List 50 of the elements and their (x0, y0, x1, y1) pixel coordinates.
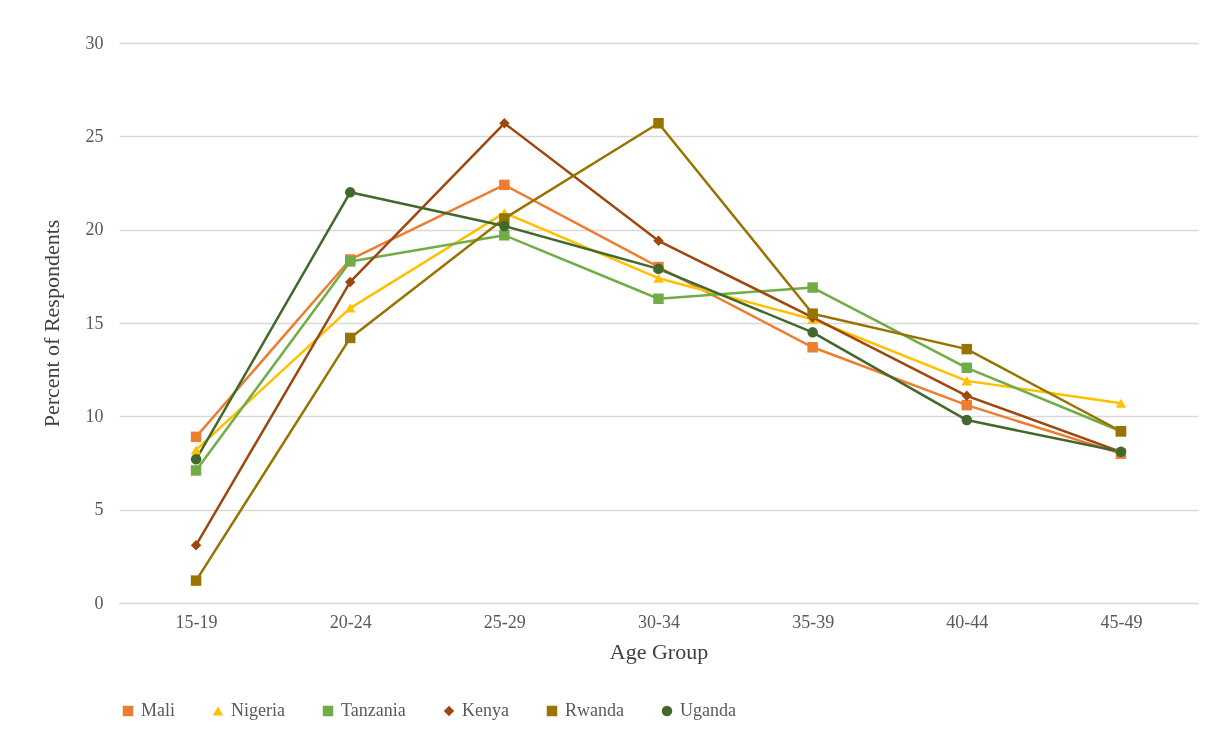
point (499, 220, 510, 232)
point (653, 235, 664, 247)
point (190, 539, 202, 551)
point (1115, 398, 1127, 408)
legend-label: Rwanda (565, 700, 624, 720)
x-tick-label: 20-24 (329, 611, 372, 632)
point (961, 399, 973, 411)
point (190, 454, 202, 465)
point (190, 445, 202, 455)
legend-label: Tanzania (341, 700, 406, 720)
point (653, 118, 664, 129)
x-tick-label: 40-44 (946, 611, 989, 632)
point (499, 230, 510, 241)
point (499, 179, 510, 191)
y-tick-label: 15 (85, 312, 104, 333)
x-tick-label: 30-34 (638, 611, 680, 632)
legend-label: Nigeria (231, 700, 285, 720)
point (190, 431, 202, 443)
point (807, 342, 818, 353)
x-tick-label: 35-39 (792, 611, 835, 632)
point (344, 187, 356, 198)
point (961, 343, 973, 355)
y-tick-label: 5 (94, 499, 104, 520)
point (499, 118, 510, 129)
point (344, 303, 356, 313)
point (961, 390, 973, 402)
y-tick-label: 30 (85, 32, 104, 53)
x-tick-label: 45-49 (1100, 611, 1143, 632)
y-tick-label: 20 (85, 219, 104, 240)
point (190, 465, 202, 476)
x-tick-label: 15-19 (175, 611, 218, 632)
y-tick-label: 25 (85, 125, 104, 146)
point (807, 308, 818, 319)
y-tick-label: 10 (85, 405, 104, 426)
legend-label: Mali (141, 700, 175, 720)
legend-label: Uganda (680, 700, 736, 720)
point (807, 282, 818, 293)
point (344, 276, 356, 288)
point (961, 414, 973, 426)
point (961, 362, 973, 374)
point (653, 273, 664, 283)
point (653, 293, 664, 304)
x-axis-title: Age Group (609, 638, 709, 664)
y-tick-label: 0 (94, 592, 104, 613)
y-axis-title: Percent of Respondents (38, 219, 64, 428)
point (807, 327, 818, 338)
legend-label: Kenya (462, 700, 509, 720)
x-tick-label: 25-29 (483, 611, 526, 632)
point (344, 332, 356, 344)
point (190, 575, 202, 586)
